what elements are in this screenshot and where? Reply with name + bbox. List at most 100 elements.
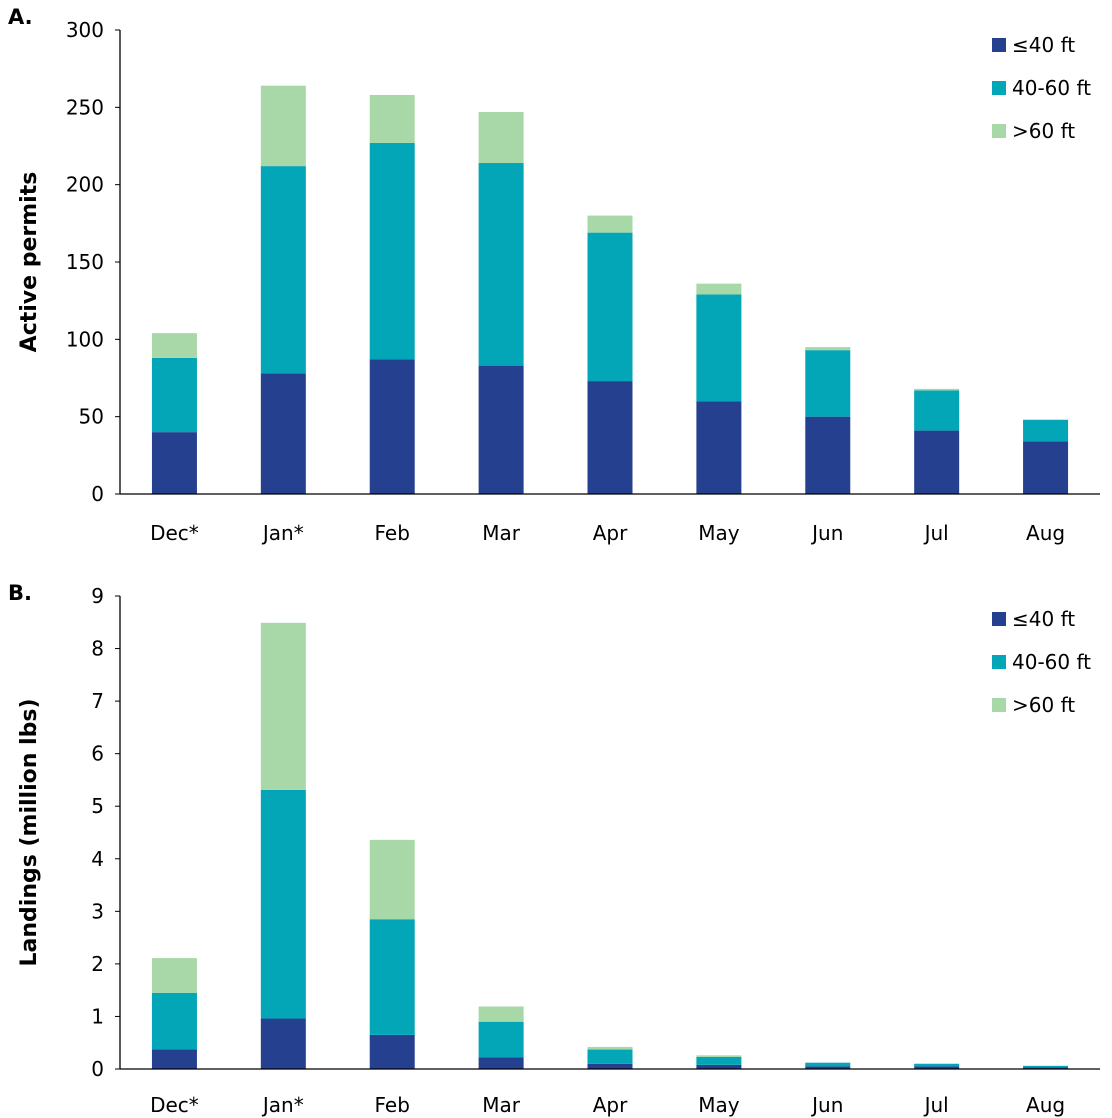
bar-le40-Feb [369,359,415,494]
y-tick-label: 1 [91,1004,104,1028]
y-axis-title: Active permits [17,172,42,353]
x-tick-label: Jan* [261,521,304,545]
x-tick-label: Apr [593,521,628,545]
bar-le40-May [696,1064,742,1069]
bar-le40-Mar [478,365,524,494]
x-tick-label: May [698,521,740,545]
panel-label: B. [8,581,32,605]
y-tick-label: 9 [91,584,104,608]
x-tick-label: Feb [375,521,410,545]
bar-le40-Aug [1023,441,1069,494]
bar-gt60-Jan [260,622,306,790]
bar-le40-Jan [260,1018,306,1069]
legend-label: >60 ft [1012,119,1075,143]
bar-gt60-Mar [478,111,524,164]
bar-40-60-Jul [914,1063,960,1067]
bar-le40-Dec [151,432,197,494]
bar-gt60-Jan [260,85,306,167]
y-tick-label: 200 [66,173,104,197]
bar-gt60-Jun [805,347,851,351]
bar-40-60-Jul [914,390,960,431]
bar-le40-Apr [587,1063,633,1069]
legend-swatch [992,612,1006,626]
bar-le40-Apr [587,381,633,494]
bar-40-60-Dec [151,992,197,1050]
bar-40-60-May [696,294,742,402]
x-tick-label: Apr [593,1093,628,1117]
bar-gt60-Dec [151,333,197,358]
x-tick-label: Jan* [261,1093,304,1117]
x-tick-label: Feb [375,1093,410,1117]
bar-40-60-Jun [805,350,851,417]
x-tick-label: Aug [1026,1093,1065,1117]
x-tick-label: Dec* [150,521,199,545]
bar-40-60-Jun [805,1062,851,1067]
x-tick-label: Jun [810,521,843,545]
y-tick-label: 0 [91,1057,104,1081]
y-tick-label: 5 [91,794,104,818]
legend-label: ≤40 ft [1012,607,1075,631]
bar-40-60-Mar [478,1021,524,1058]
bar-le40-Jun [805,416,851,494]
legend-swatch [992,38,1006,52]
bar-40-60-Jan [260,789,306,1019]
legend-swatch [992,81,1006,95]
y-tick-label: 3 [91,899,104,923]
y-tick-label: 250 [66,95,104,119]
bar-40-60-Aug [1023,419,1069,442]
bar-gt60-May [696,283,742,295]
x-tick-label: Mar [482,521,521,545]
y-axis-title: Landings (million lbs) [17,699,42,967]
bar-40-60-May [696,1056,742,1065]
bar-le40-Jul [914,430,960,494]
legend-swatch [992,655,1006,669]
bar-le40-Mar [478,1057,524,1069]
legend-label: >60 ft [1012,693,1075,717]
y-tick-label: 50 [79,405,104,429]
bar-40-60-Apr [587,1049,633,1064]
y-tick-label: 2 [91,952,104,976]
bar-le40-Dec [151,1049,197,1069]
panel-b: B. Landings (million lbs) 0 1 2 3 4 5 6 7 8 9 Dec* Ja… [8,581,1100,1117]
bar-40-60-Apr [587,232,633,382]
bar-le40-Feb [369,1034,415,1069]
bar-gt60-Feb [369,94,415,143]
bar-gt60-Apr [587,1046,633,1050]
x-tick-label: Jul [923,1093,949,1117]
bar-le40-Jul [914,1066,960,1069]
y-tick-label: 4 [91,847,104,871]
y-tick-label: 0 [91,482,104,506]
bar-gt60-Feb [369,839,415,920]
bar-40-60-Jan [260,166,306,374]
bar-40-60-Dec [151,357,197,433]
y-tick-label: 8 [91,637,104,661]
y-tick-label: 150 [66,250,104,274]
bar-40-60-Aug [1023,1065,1069,1068]
bar-gt60-Jul [914,388,960,391]
x-tick-label: Jun [810,1093,843,1117]
panel-label: A. [8,5,33,29]
panel-a: A. Active permits 0 50 100 150 200 250 300 Dec* Ja… [8,5,1100,545]
legend-label: ≤40 ft [1012,33,1075,57]
bar-40-60-Feb [369,142,415,360]
bar-le40-May [696,401,742,494]
bar-40-60-Feb [369,919,415,1035]
bar-le40-Jan [260,373,306,494]
x-tick-label: May [698,1093,740,1117]
bar-le40-Jun [805,1066,851,1069]
x-tick-label: Dec* [150,1093,199,1117]
legend-swatch [992,124,1006,138]
y-tick-label: 100 [66,327,104,351]
legend-label: 40-60 ft [1012,650,1091,674]
y-tick-label: 7 [91,689,104,713]
bar-gt60-Apr [587,215,633,233]
x-tick-label: Jul [923,521,949,545]
y-tick-label: 6 [91,742,104,766]
bar-gt60-Dec [151,958,197,993]
bar-gt60-May [696,1055,742,1057]
bar-gt60-Mar [478,1006,524,1022]
legend-swatch [992,698,1006,712]
bar-40-60-Mar [478,163,524,366]
bar-le40-Aug [1023,1067,1069,1069]
